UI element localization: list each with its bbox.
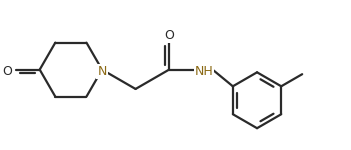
Text: O: O xyxy=(164,29,174,42)
Text: NH: NH xyxy=(194,65,213,78)
Text: N: N xyxy=(97,65,107,78)
Text: O: O xyxy=(2,65,12,78)
